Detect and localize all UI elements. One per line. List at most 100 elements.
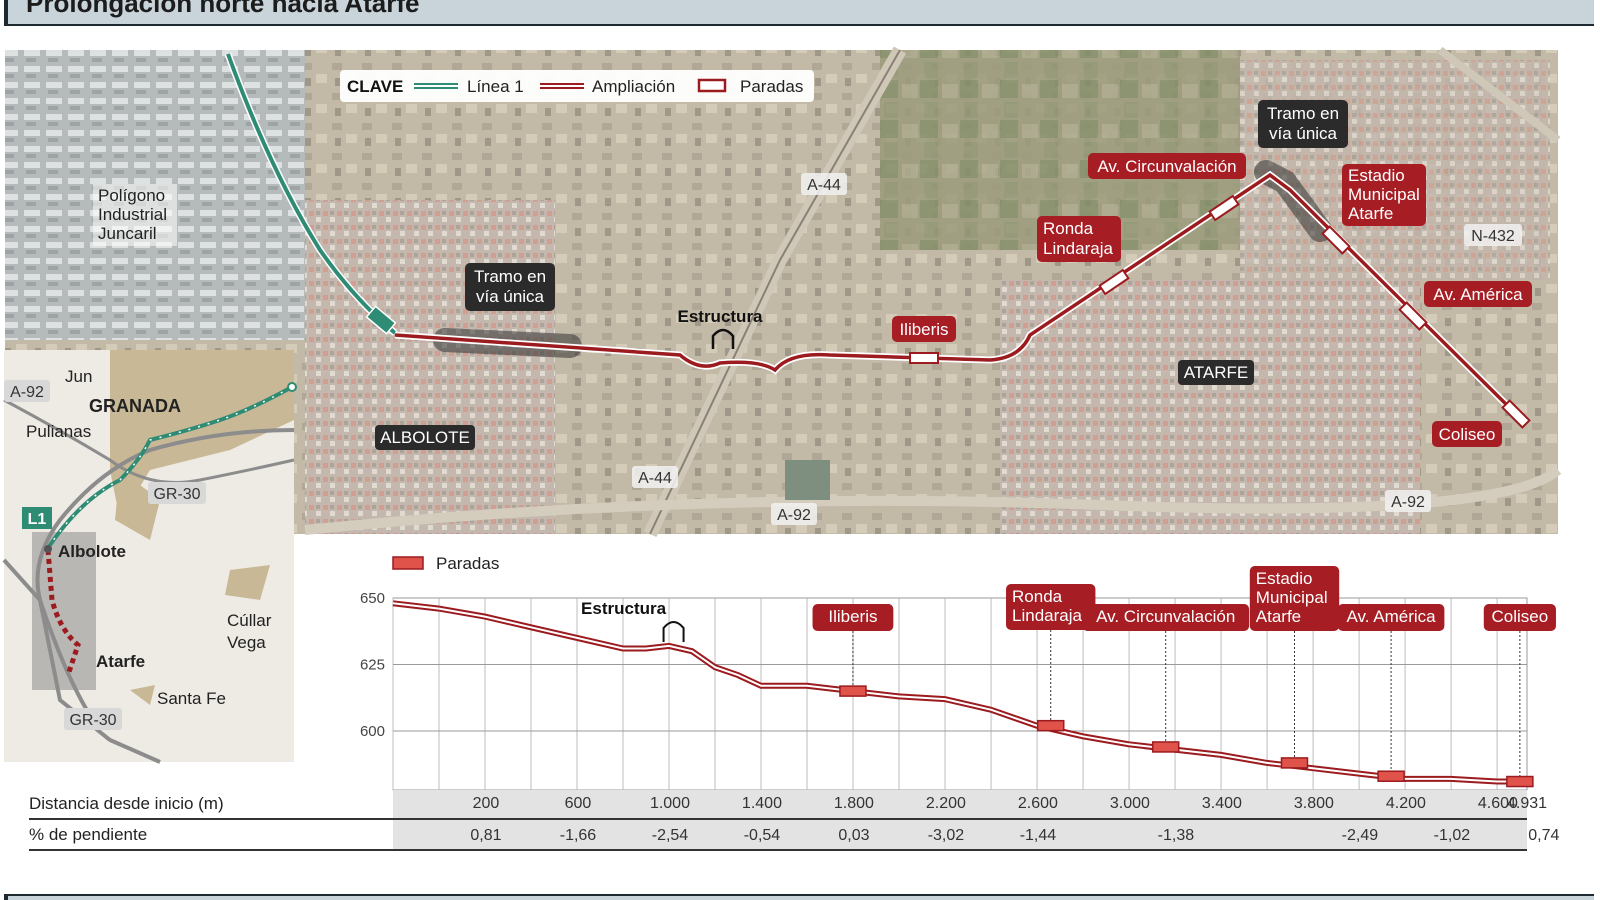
loc-santafe: Santa Fe bbox=[157, 689, 226, 708]
distance-cell: 1.400 bbox=[741, 795, 782, 812]
map-stop-america bbox=[1398, 301, 1428, 331]
loc-gr30-top: GR-30 bbox=[153, 486, 200, 503]
structure-icon bbox=[662, 621, 685, 642]
map-label-ronda: Ronda Lindaraja bbox=[1043, 219, 1113, 258]
stop-label-box bbox=[1082, 604, 1250, 631]
stop-label-box bbox=[1249, 566, 1340, 631]
distance-cell: 600 bbox=[564, 795, 592, 812]
road-a92-right: A-92 bbox=[1391, 494, 1425, 511]
y-tick-label: 650 bbox=[360, 590, 385, 607]
chart-annotation: Estructura bbox=[581, 599, 685, 642]
legend-stops: Paradas bbox=[740, 77, 803, 96]
loc-albolote: Albolote bbox=[58, 542, 126, 561]
slope-cell: -1,44 bbox=[1019, 827, 1057, 844]
stop-label: Ronda Lindaraja bbox=[1012, 587, 1082, 625]
chart-y-ticks: 650 625 600 bbox=[360, 590, 385, 740]
distance-cell: 3.400 bbox=[1201, 795, 1242, 812]
map-stop-labels: Iliberis Ronda Lindaraja Av. Circunvalaci… bbox=[892, 153, 1532, 447]
slope-cell: 0,81 bbox=[470, 827, 502, 844]
distance-cell: 3.800 bbox=[1293, 795, 1334, 812]
note-tramo-2: Tramo en vía única bbox=[1267, 104, 1339, 143]
distance-row-label: Distancia desde inicio (m) bbox=[29, 794, 224, 813]
map-stop-circunvalacion bbox=[1208, 194, 1240, 222]
page-title: Prolongación norte hacia Atarfe bbox=[26, 0, 420, 18]
legend-line1: Línea 1 bbox=[467, 77, 524, 96]
slope-cell: -1,38 bbox=[1157, 827, 1195, 844]
distance-cell: 200 bbox=[472, 795, 500, 812]
map-label-estadio: Estadio Municipal Atarfe bbox=[1348, 166, 1420, 223]
road-a92-bottom: A-92 bbox=[777, 507, 811, 524]
loc-l1: L1 bbox=[28, 511, 47, 528]
aerial-map bbox=[5, 46, 1562, 538]
stop-label: Iliberis bbox=[828, 607, 877, 626]
map-stop-iliberis bbox=[909, 352, 939, 364]
stop-marker bbox=[1377, 770, 1405, 782]
loc-cullar: Cúllar Vega bbox=[227, 611, 272, 652]
road-a44-bottom: A-44 bbox=[638, 470, 672, 487]
map-place-labels: Polígono Industrial Juncaril ALBOLOTE ATAR… bbox=[93, 184, 1254, 450]
label-atarfe: ATARFE bbox=[1184, 363, 1249, 382]
slope-row-label: % de pendiente bbox=[29, 825, 148, 844]
stop-label-box bbox=[1006, 584, 1096, 630]
label-albolote: ALBOLOTE bbox=[380, 428, 470, 447]
map-stop-coliseo bbox=[1501, 399, 1531, 429]
loc-gr30-bottom: GR-30 bbox=[69, 712, 116, 729]
slope-cell: -2,54 bbox=[651, 827, 689, 844]
label-poligono: Polígono Industrial Juncaril bbox=[98, 186, 167, 243]
distance-cell: 2.200 bbox=[925, 795, 966, 812]
stop-marker bbox=[1506, 775, 1534, 788]
stop-label: Av. Circunvalación bbox=[1096, 607, 1235, 626]
road-n432: N-432 bbox=[1471, 228, 1515, 245]
distance-cell: 2.600 bbox=[1017, 795, 1058, 812]
road-a44-top: A-44 bbox=[807, 177, 841, 194]
note-estructura: Estructura bbox=[677, 307, 763, 326]
stop-label-box bbox=[812, 604, 894, 631]
stop-label-box bbox=[1337, 604, 1445, 631]
elevation-chart: Paradas 650 625 600 Iliberis Ronda Lindaraja… bbox=[360, 554, 1556, 791]
slope-cell: -1,66 bbox=[559, 827, 597, 844]
slope-cell: -3,02 bbox=[927, 827, 965, 844]
slope-cell: -0,54 bbox=[743, 827, 781, 844]
slope-cell: 0,74 bbox=[1528, 827, 1560, 844]
elevation-line-inner bbox=[392, 602, 1527, 783]
annotation-estructura: Estructura bbox=[581, 599, 667, 618]
stop-label: Av. América bbox=[1347, 607, 1437, 626]
title-bar: Prolongación norte hacia Atarfe bbox=[4, 0, 1594, 26]
distance-cell: 4.200 bbox=[1385, 795, 1426, 812]
note-tramo-1: Tramo en vía única bbox=[474, 267, 546, 306]
y-tick-label: 625 bbox=[360, 657, 385, 674]
chart-stops: Iliberis Ronda Lindaraja Av. Circunvalación… bbox=[812, 566, 1556, 782]
chart-stop-markers bbox=[839, 685, 1534, 788]
distance-cell: 1.000 bbox=[649, 795, 690, 812]
map-road-labels: A-44 A-44 A-92 A-92 N-432 bbox=[632, 173, 1522, 525]
slope-cell: -1,02 bbox=[1433, 827, 1471, 844]
map-label-coliseo: Coliseo bbox=[1439, 425, 1496, 444]
slope-cell: -2,49 bbox=[1341, 827, 1379, 844]
map-stop-ronda bbox=[1098, 268, 1130, 296]
chart-legend-stops: Paradas bbox=[436, 554, 499, 573]
stop-marker bbox=[1151, 741, 1180, 753]
map-label-circunvalacion: Av. Circunvalación bbox=[1097, 157, 1236, 176]
loc-pulianas: Pulianas bbox=[26, 422, 91, 441]
stats-table: Distancia desde inicio (m) % de pendient… bbox=[0, 790, 1600, 872]
map-label-america: Av. América bbox=[1433, 285, 1523, 304]
map-legend: CLAVE Línea 1 Ampliación Paradas bbox=[340, 70, 814, 102]
stop-label-box bbox=[1483, 604, 1556, 631]
stop-marker bbox=[1036, 719, 1065, 732]
chart-line bbox=[392, 600, 1527, 785]
loc-atarfe: Atarfe bbox=[96, 652, 145, 671]
legend-extension: Ampliación bbox=[592, 77, 675, 96]
stop-label: Estadio Municipal Atarfe bbox=[1256, 569, 1328, 626]
map-label-iliberis: Iliberis bbox=[899, 320, 948, 339]
stop-label: Coliseo bbox=[1492, 607, 1549, 626]
distance-cell: 4.931 bbox=[1506, 795, 1548, 812]
footer-bar bbox=[4, 894, 1594, 900]
stop-marker bbox=[1280, 757, 1309, 769]
locator-map: A-92 Jun GRANADA Pulianas GR-30 L1 Albol… bbox=[2, 350, 297, 764]
chart-grid bbox=[392, 597, 1528, 791]
distance-cell: 1.800 bbox=[833, 795, 874, 812]
distance-cell: 3.000 bbox=[1109, 795, 1150, 812]
loc-jun: Jun bbox=[65, 367, 92, 386]
distance-cell: 4.600 bbox=[1477, 795, 1518, 812]
